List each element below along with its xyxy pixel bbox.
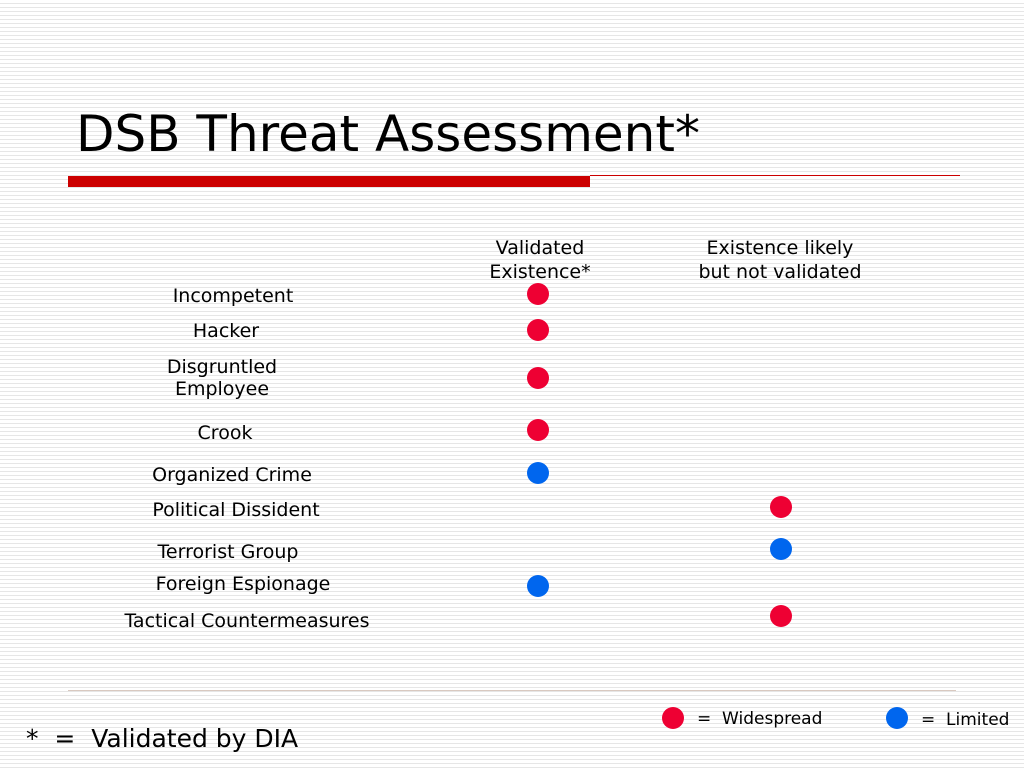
column-header-likely: Existence likely but not validated — [698, 237, 862, 283]
row-label-terrorist-group: Terrorist Group — [157, 541, 299, 563]
footer-divider — [68, 690, 956, 691]
dot-crook — [527, 419, 549, 441]
dot-tactical-countermeasures — [770, 605, 792, 627]
legend-widespread-dot — [662, 707, 684, 729]
legend-limited-dot — [886, 707, 908, 729]
dot-foreign-espionage — [527, 575, 549, 597]
footnote: * = Validated by DIA — [26, 724, 299, 753]
row-label-disgruntled-employee: Disgruntled Employee — [166, 356, 278, 400]
dot-disgruntled-employee — [527, 367, 549, 389]
row-label-tactical-countermeasures: Tactical Countermeasures — [124, 610, 370, 632]
row-label-hacker: Hacker — [192, 320, 260, 342]
legend-widespread-label: = Widespread — [697, 709, 823, 729]
row-label-crook: Crook — [197, 422, 253, 444]
slide-title: DSB Threat Assessment* — [76, 105, 700, 163]
dot-terrorist-group — [770, 538, 792, 560]
dot-hacker — [527, 319, 549, 341]
row-label-foreign-espionage: Foreign Espionage — [155, 573, 331, 595]
title-underline-thin — [590, 175, 960, 176]
legend-limited-label: = Limited — [921, 710, 1010, 730]
row-label-political-dissident: Political Dissident — [152, 499, 320, 521]
dot-organized-crime — [527, 462, 549, 484]
row-label-incompetent: Incompetent — [172, 285, 294, 307]
dot-incompetent — [527, 283, 549, 305]
title-underline-thick — [68, 176, 590, 187]
row-label-organized-crime: Organized Crime — [152, 464, 312, 486]
column-header-validated: Validated Existence* — [489, 237, 591, 283]
dot-political-dissident — [770, 496, 792, 518]
